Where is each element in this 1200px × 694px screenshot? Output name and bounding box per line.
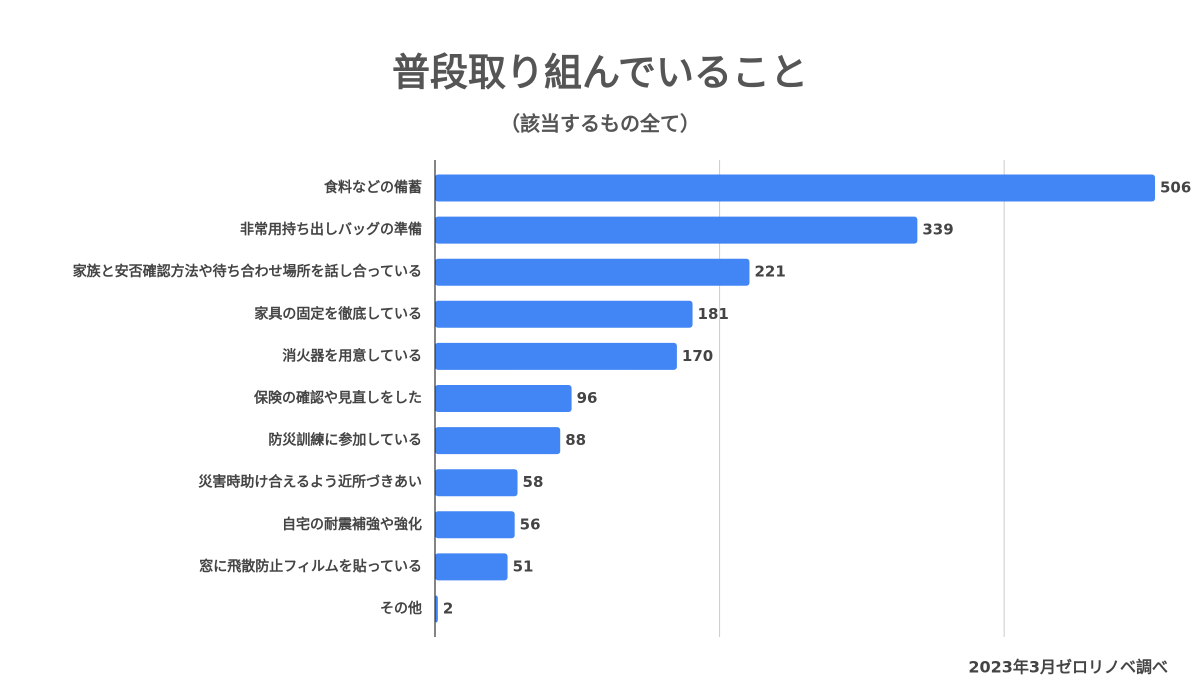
category-label: 自宅の耐震補強や強化 — [282, 516, 422, 533]
value-label: 170 — [682, 347, 713, 365]
source-note: 2023年3月ゼロリノベ調べ — [968, 658, 1168, 677]
bar — [435, 553, 508, 581]
bar — [435, 469, 518, 497]
category-label: 家具の固定を徹底している — [254, 305, 422, 322]
chart-subtitle: （該当するもの全て） — [500, 112, 700, 136]
category-label: 災害時助け合えるよう近所づきあい — [198, 474, 422, 491]
bar — [435, 174, 1155, 202]
category-label: 食料などの備蓄 — [324, 179, 422, 196]
category-label: その他 — [380, 600, 422, 617]
value-label: 58 — [523, 473, 544, 491]
value-label: 221 — [754, 263, 785, 281]
category-label: 保険の確認や見直しをした — [253, 390, 422, 407]
category-label: 防災訓練に参加している — [268, 432, 422, 449]
category-label: 消火器を用意している — [282, 347, 422, 364]
bar — [435, 427, 561, 455]
bar — [435, 258, 750, 286]
value-label: 506 — [1160, 179, 1191, 197]
value-label: 88 — [565, 431, 586, 449]
chart-title: 普段取り組んでいること — [392, 51, 808, 95]
bar — [435, 300, 693, 328]
value-label: 181 — [698, 305, 729, 323]
bar — [435, 216, 918, 244]
value-label: 96 — [577, 389, 598, 407]
value-label: 2 — [443, 600, 453, 618]
value-label: 339 — [922, 221, 953, 239]
value-label: 56 — [520, 515, 541, 533]
value-label: 51 — [513, 557, 534, 575]
bar — [435, 342, 677, 370]
category-label: 非常用持ち出しバッグの準備 — [240, 221, 422, 238]
bar — [435, 595, 438, 623]
bar — [435, 511, 515, 539]
category-label: 家族と安否確認方法や待ち合わせ場所を話し合っている — [73, 263, 422, 280]
bar — [435, 385, 572, 412]
category-label: 窓に飛散防止フィルムを貼っている — [199, 558, 422, 575]
